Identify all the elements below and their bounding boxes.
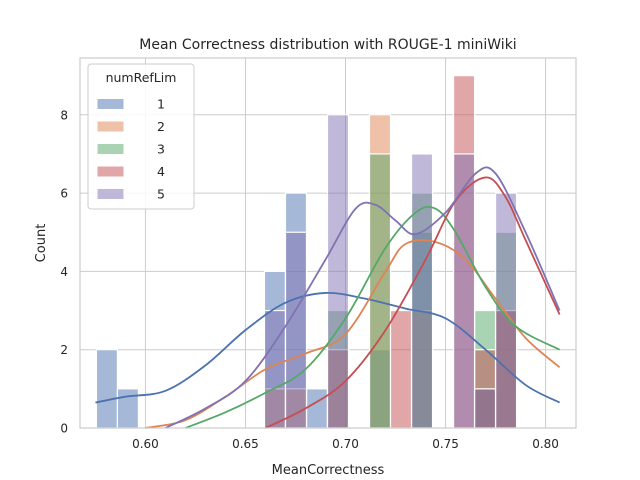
axes-border — [79, 57, 577, 429]
kde-curves — [95, 166, 561, 429]
kde-line-series-3 — [185, 205, 561, 429]
legend-swatch-3 — [96, 143, 125, 155]
legend-title: numRefLim — [106, 70, 177, 85]
kde-line-series-4 — [265, 176, 561, 429]
kde-line-series-1 — [95, 291, 561, 404]
legend-box — [87, 63, 195, 210]
legend-swatch-4 — [96, 165, 125, 178]
x-tick-label: 0.75 — [432, 437, 459, 451]
x-tick-label: 0.65 — [232, 437, 259, 451]
bar-series-1 — [305, 388, 329, 429]
legend-label-3: 3 — [157, 142, 165, 157]
y-axis-ticks: 0 2 4 6 8 — [60, 108, 68, 435]
bar-series-5 — [410, 153, 434, 429]
legend-label-5: 5 — [157, 187, 165, 202]
legend-label-4: 4 — [157, 164, 165, 179]
bar-series-5 — [284, 231, 308, 429]
x-tick-label: 0.60 — [132, 437, 159, 451]
y-tick-label: 6 — [60, 187, 68, 201]
chart-title: Mean Correctness distribution with ROUGE… — [139, 37, 516, 53]
legend: numRefLim 1 2 3 4 5 — [87, 63, 195, 210]
axes-frame — [79, 57, 577, 429]
legend-label-1: 1 — [157, 97, 165, 112]
bar-series-5 — [263, 309, 287, 429]
legend-items: 1 2 3 4 5 — [96, 97, 165, 202]
legend-label-2: 2 — [157, 119, 165, 134]
kde-line-series-5 — [165, 166, 561, 429]
legend-swatch-2 — [96, 120, 125, 133]
bar-series-5 — [452, 153, 476, 429]
y-tick-label: 2 — [60, 343, 68, 357]
bar-series-4 — [389, 309, 413, 429]
legend-swatch-5 — [96, 188, 125, 200]
x-tick-label: 0.80 — [532, 437, 559, 451]
y-tick-label: 8 — [60, 108, 68, 122]
bar-series-3 — [368, 153, 392, 429]
x-tick-label: 0.70 — [332, 437, 359, 451]
x-axis-ticks: 0.60 0.65 0.70 0.75 0.80 — [132, 437, 559, 451]
bar-series-1 — [116, 388, 140, 429]
bar-series-1 — [95, 349, 119, 429]
histogram-bars — [95, 75, 518, 429]
legend-swatch-1 — [96, 98, 125, 110]
bar-series-5 — [473, 388, 497, 429]
bar-series-5 — [494, 192, 518, 429]
y-axis-label: Count — [34, 224, 49, 263]
x-axis-label: MeanCorrectness — [272, 463, 385, 478]
y-tick-label: 0 — [60, 422, 68, 436]
y-tick-label: 4 — [60, 265, 68, 279]
